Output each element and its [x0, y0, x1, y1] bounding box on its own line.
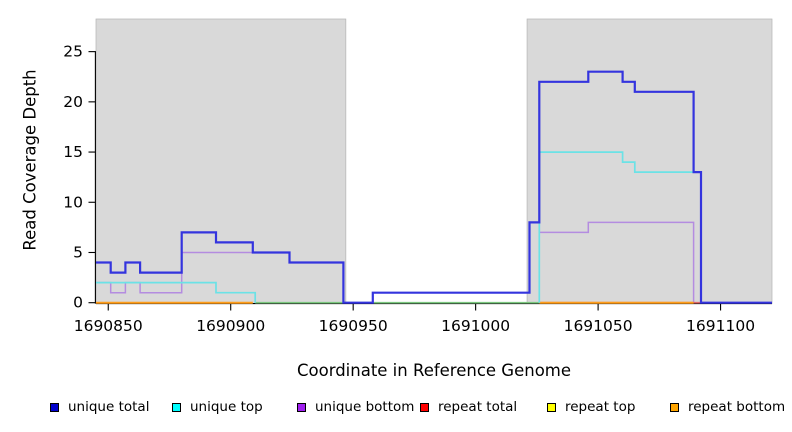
legend-swatch-repeat-bottom: [670, 402, 679, 412]
x-tick-label: 1691100: [686, 317, 755, 335]
series-unique-top-line: [96, 281, 257, 303]
legend-swatch-repeat-total: [420, 402, 429, 412]
series-unique-top-line: [538, 151, 702, 303]
legend-label: repeat top: [565, 399, 636, 415]
x-tick-label: 1691000: [441, 317, 510, 335]
legend-item-repeat-top: repeat top: [547, 398, 635, 416]
legend-swatch-unique-bottom: [297, 402, 306, 412]
legend-swatch-unique-total: [50, 402, 59, 412]
legend-label: unique top: [190, 399, 263, 415]
legend-item-repeat-total: repeat total: [420, 398, 517, 416]
y-tick-label: 25: [63, 43, 83, 61]
x-tick-label: 1690900: [196, 317, 265, 335]
x-axis-label: Coordinate in Reference Genome: [296, 361, 572, 380]
legend-item-unique-bottom: unique bottom: [297, 398, 414, 416]
x-tick-label: 1690950: [319, 317, 388, 335]
legend-swatch-repeat-top: [547, 402, 556, 412]
y-tick-label: 20: [63, 93, 83, 111]
legend-item-repeat-bottom: repeat bottom: [670, 398, 785, 416]
legend-swatch-unique-top: [172, 402, 181, 412]
legend-label: repeat total: [438, 399, 518, 415]
legend-label: unique bottom: [315, 399, 415, 415]
y-tick-label: 15: [63, 143, 83, 161]
x-tick-label: 1690850: [74, 317, 143, 335]
legend-label: repeat bottom: [688, 399, 786, 415]
left-shaded-region: [95, 18, 347, 304]
y-tick-label: 0: [73, 294, 83, 312]
legend-label: unique total: [68, 399, 150, 415]
legend-item-unique-top: unique top: [172, 398, 263, 416]
series-unique-total-line: [96, 70, 772, 304]
x-tick-label: 1691050: [564, 317, 633, 335]
right-shaded-region: [526, 18, 773, 304]
legend-item-unique-total: unique total: [50, 398, 149, 416]
y-axis-label: Read Coverage Depth: [20, 69, 40, 251]
y-tick-label: 10: [63, 193, 83, 211]
legend: unique total unique top unique bottom repea…: [0, 398, 792, 420]
y-tick-label: 5: [73, 243, 83, 261]
